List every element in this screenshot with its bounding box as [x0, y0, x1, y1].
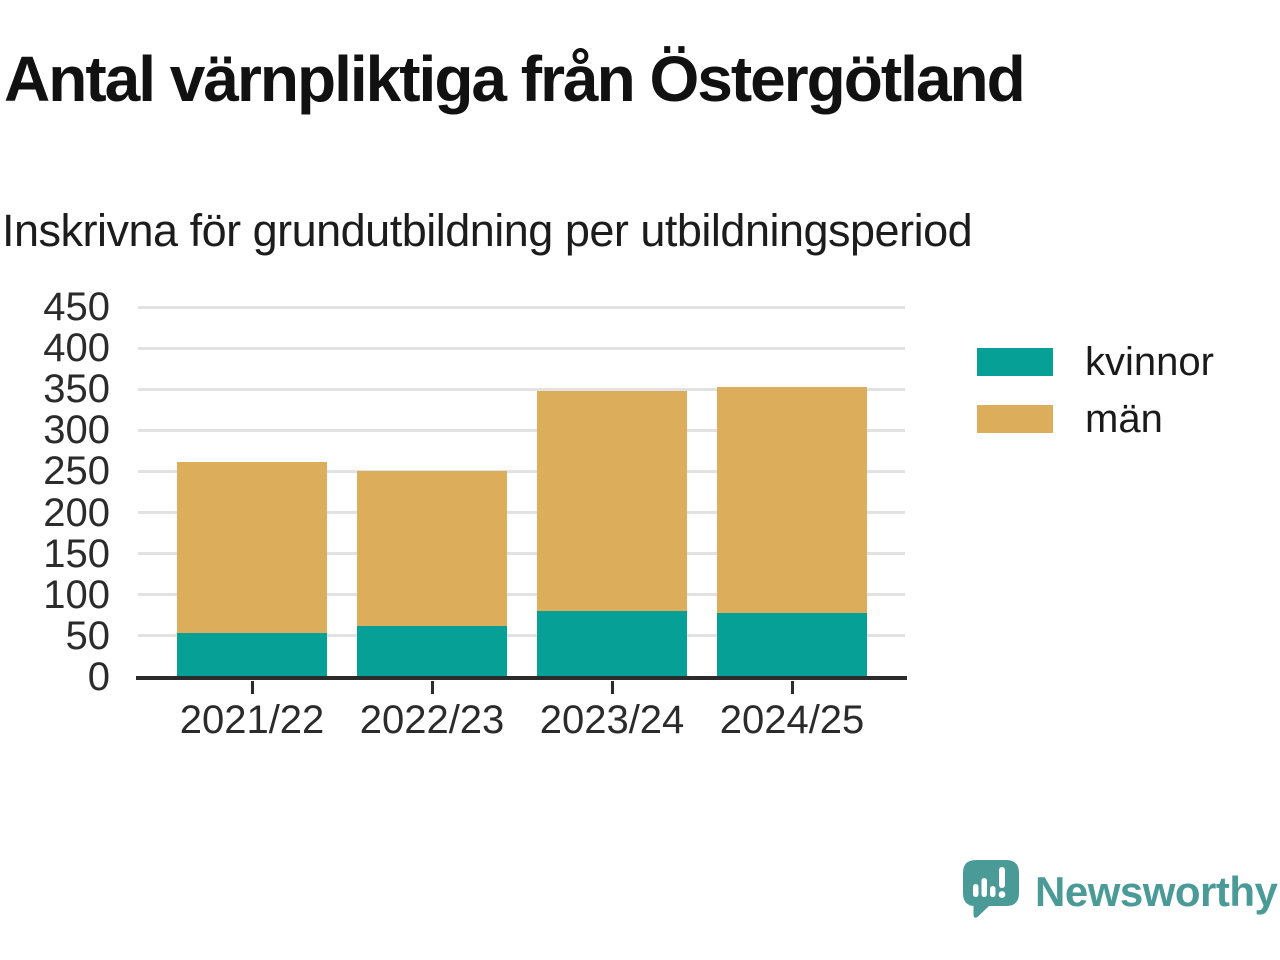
y-tick-label-450: 450	[43, 285, 110, 329]
gridline-y-400	[138, 346, 905, 350]
y-tick-label-400: 400	[43, 326, 110, 371]
bar-2021-22-kvinnor	[177, 633, 327, 677]
y-tick-label-100: 100	[43, 572, 110, 617]
y-tick-label-50: 50	[65, 613, 111, 658]
gridline-y-200	[138, 511, 905, 515]
x-tick-2023-24	[610, 681, 614, 694]
gridline-y-300	[138, 428, 905, 432]
bar-2023-24-kvinnor	[537, 611, 687, 677]
y-tick-label-150: 150	[43, 531, 110, 576]
x-tick-2021-22	[250, 681, 254, 694]
bar-2023-24-man	[537, 391, 687, 611]
bar-2024-25-man	[717, 387, 867, 613]
legend-label-kvinnor: kvinnor	[1085, 340, 1214, 384]
legend-label-man: män	[1085, 397, 1163, 441]
gridline-y-450	[138, 305, 905, 309]
gridline-y-250	[138, 469, 905, 473]
plot-area	[138, 305, 905, 677]
bar-2022-23-kvinnor	[357, 626, 507, 677]
bar-2022-23-man	[357, 471, 507, 626]
legend-swatch-man	[977, 405, 1053, 433]
y-tick-label-0: 0	[87, 655, 110, 699]
x-tick-2022-23	[430, 681, 434, 694]
y-tick-label-200: 200	[43, 490, 110, 535]
newsworthy-branding: Newsworthy	[961, 858, 1278, 925]
gridline-y-100	[138, 593, 905, 597]
bar-2021-22-man	[177, 462, 327, 633]
x-axis-line	[136, 676, 907, 680]
x-tick-label-2022-23: 2022/23	[359, 698, 505, 742]
gridline-y-150	[138, 552, 905, 556]
newsworthy-wordmark: Newsworthy	[1035, 867, 1278, 915]
legend-swatch-kvinnor	[977, 348, 1053, 376]
x-tick-label-2024-25: 2024/25	[719, 698, 865, 742]
y-tick-label-250: 250	[43, 449, 110, 494]
gridline-y-50	[138, 634, 905, 638]
bar-2024-25-kvinnor	[717, 613, 867, 677]
newsworthy-logo-icon	[961, 858, 1021, 925]
x-tick-2024-25	[790, 681, 794, 694]
chart-subtitle: Inskrivna för grundutbildning per utbild…	[2, 205, 973, 256]
legend-item-kvinnor: kvinnor	[977, 342, 1214, 382]
legend-item-man: män	[977, 399, 1214, 439]
y-tick-label-350: 350	[43, 367, 110, 412]
legend: kvinnor män	[977, 342, 1214, 462]
x-tick-label-2023-24: 2023/24	[539, 698, 685, 742]
y-tick-label-300: 300	[43, 408, 110, 453]
gridline-y-350	[138, 387, 905, 391]
x-tick-label-2021-22: 2021/22	[179, 698, 325, 742]
chart-title: Antal värnpliktiga från Östergötland	[4, 43, 1026, 115]
